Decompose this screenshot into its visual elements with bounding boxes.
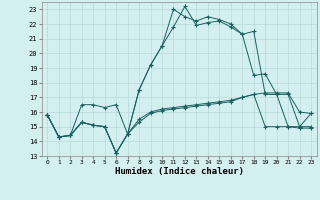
X-axis label: Humidex (Indice chaleur): Humidex (Indice chaleur) [115, 167, 244, 176]
